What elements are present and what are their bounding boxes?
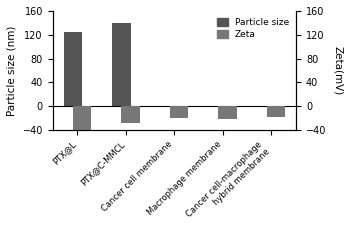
Bar <box>112 23 131 106</box>
Bar <box>121 106 140 123</box>
Bar <box>267 106 285 117</box>
Bar <box>64 32 82 106</box>
Y-axis label: Zeta(mV): Zeta(mV) <box>333 46 343 95</box>
Bar <box>218 106 237 119</box>
Y-axis label: Particle size (nm): Particle size (nm) <box>7 25 17 116</box>
Bar <box>170 106 188 118</box>
Legend: Particle size, Zeta: Particle size, Zeta <box>214 15 292 42</box>
Bar <box>73 106 91 131</box>
